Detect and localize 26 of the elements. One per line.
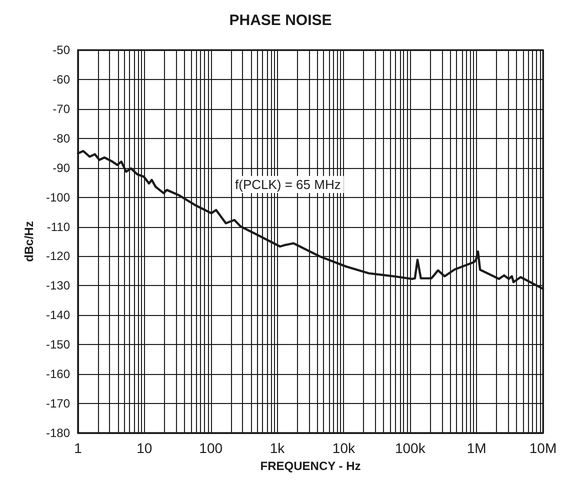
x-tick-label: 1M xyxy=(466,440,486,456)
x-tick-label: 100 xyxy=(199,440,223,456)
y-tick-label: -50 xyxy=(52,43,70,57)
chart-title: PHASE NOISE xyxy=(229,12,332,29)
annotation: f(PCLK) = 65 MHz xyxy=(235,177,341,192)
y-tick-label: -130 xyxy=(46,278,70,293)
x-axis-title: FREQUENCY - Hz xyxy=(260,458,361,473)
y-axis-title: dBc/Hz xyxy=(22,221,36,262)
y-tick-label: -120 xyxy=(46,249,70,264)
y-tick-label: -100 xyxy=(46,190,70,204)
x-tick-label: 100k xyxy=(394,440,426,456)
y-tick-label: -170 xyxy=(46,396,70,411)
y-tick-label: -60 xyxy=(52,72,70,86)
y-tick-label: -90 xyxy=(52,160,70,175)
y-tick-label: -80 xyxy=(52,131,70,146)
y-tick-label: -70 xyxy=(52,102,70,116)
x-tick-label: 10 xyxy=(136,440,152,456)
x-tick-label: 10k xyxy=(332,440,356,456)
y-tick-label: -140 xyxy=(46,308,70,322)
y-tick-label: -160 xyxy=(46,367,70,382)
y-tick-label: -110 xyxy=(46,220,70,234)
x-tick-label: 1 xyxy=(74,440,82,456)
y-tick-label: -150 xyxy=(46,338,70,352)
x-tick-label: 10M xyxy=(529,440,557,456)
x-tick-label: 1k xyxy=(270,440,286,456)
y-tick-label: -180 xyxy=(46,426,70,440)
